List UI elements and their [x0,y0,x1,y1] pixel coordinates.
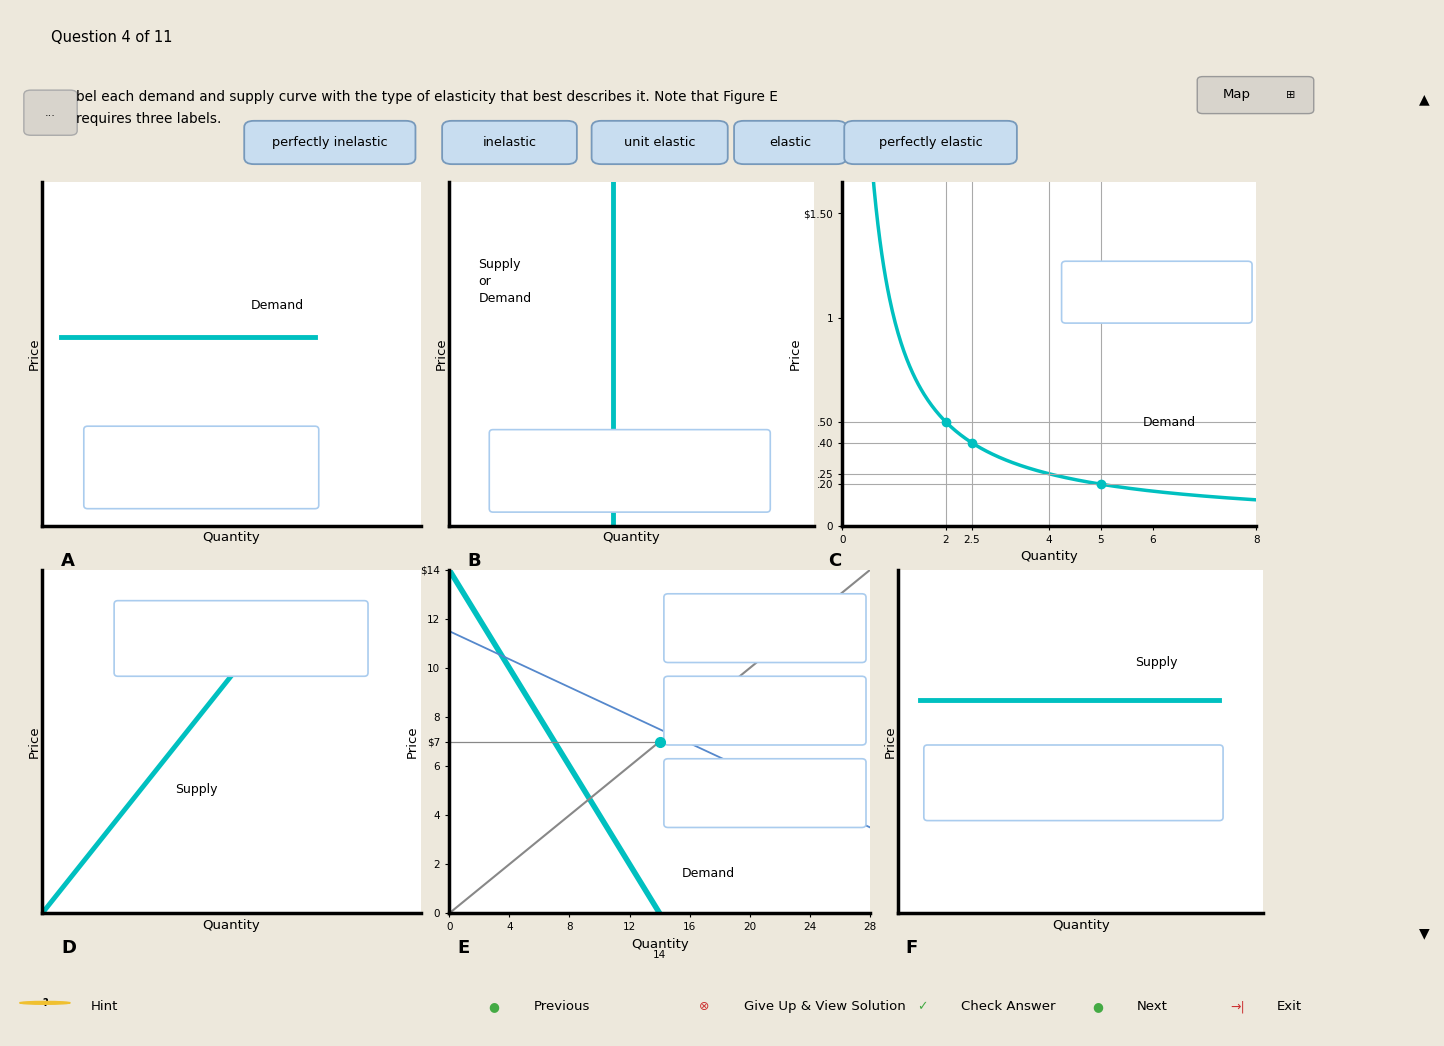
Text: B: B [468,551,481,570]
Y-axis label: Price: Price [27,338,40,370]
FancyBboxPatch shape [244,121,416,164]
FancyBboxPatch shape [592,121,728,164]
Text: ⊗: ⊗ [699,1000,710,1014]
Text: →|: →| [1230,1000,1245,1014]
Text: ...: ... [45,108,56,118]
Text: unit elastic: unit elastic [624,136,696,149]
FancyBboxPatch shape [114,600,368,677]
Text: Question 4 of 11: Question 4 of 11 [51,30,173,45]
X-axis label: Quantity: Quantity [602,531,660,544]
Text: Next: Next [1136,1000,1168,1014]
Text: ⊞: ⊞ [1285,90,1295,99]
X-axis label: Quantity: Quantity [631,938,689,951]
Text: Demand: Demand [682,866,735,880]
Text: Check Answer: Check Answer [962,1000,1056,1014]
X-axis label: Quantity: Quantity [202,531,260,544]
FancyBboxPatch shape [1061,262,1252,323]
Text: ●: ● [488,1000,500,1014]
FancyBboxPatch shape [442,121,576,164]
Text: ▲: ▲ [1418,92,1430,106]
Text: Exit: Exit [1278,1000,1302,1014]
Y-axis label: Price: Price [406,725,419,758]
Y-axis label: Price: Price [27,725,40,758]
Text: ●: ● [1092,1000,1103,1014]
Text: inelastic: inelastic [482,136,537,149]
Text: ▼: ▼ [1418,927,1430,940]
Text: Demand: Demand [251,299,303,313]
Text: Demand: Demand [1142,416,1196,429]
Y-axis label: Price: Price [884,725,897,758]
FancyBboxPatch shape [25,90,77,135]
Text: Map: Map [1223,88,1251,101]
FancyBboxPatch shape [924,745,1223,821]
Text: perfectly elastic: perfectly elastic [879,136,982,149]
Text: Give Up & View Solution: Give Up & View Solution [744,1000,905,1014]
X-axis label: Quantity: Quantity [202,919,260,932]
FancyBboxPatch shape [490,430,770,513]
Text: Supply
or
Demand: Supply or Demand [478,257,531,304]
Text: D: D [61,939,77,957]
Text: C: C [827,551,842,570]
Y-axis label: Price: Price [788,338,801,370]
Text: E: E [458,939,469,957]
FancyBboxPatch shape [734,121,846,164]
FancyBboxPatch shape [664,758,866,827]
FancyBboxPatch shape [84,426,319,508]
Y-axis label: Price: Price [435,338,448,370]
FancyBboxPatch shape [1197,76,1314,114]
FancyBboxPatch shape [664,677,866,745]
Text: perfectly inelastic: perfectly inelastic [271,136,387,149]
Text: 14: 14 [653,950,666,960]
Circle shape [20,1001,71,1004]
X-axis label: Quantity: Quantity [1051,919,1109,932]
Text: Previous: Previous [533,1000,589,1014]
Text: elastic: elastic [770,136,812,149]
Text: Supply: Supply [1135,656,1178,669]
Text: ✓: ✓ [917,1000,927,1014]
Text: ?: ? [42,998,48,1008]
FancyBboxPatch shape [845,121,1017,164]
FancyBboxPatch shape [664,594,866,662]
Text: bel each demand and supply curve with the type of elasticity that best describes: bel each demand and supply curve with th… [75,90,778,105]
X-axis label: Quantity: Quantity [1021,550,1079,564]
Text: F: F [905,939,918,957]
Text: requires three labels.: requires three labels. [75,112,221,126]
Text: Hint: Hint [91,1000,118,1014]
Text: A: A [61,551,75,570]
Text: Supply: Supply [175,783,217,796]
